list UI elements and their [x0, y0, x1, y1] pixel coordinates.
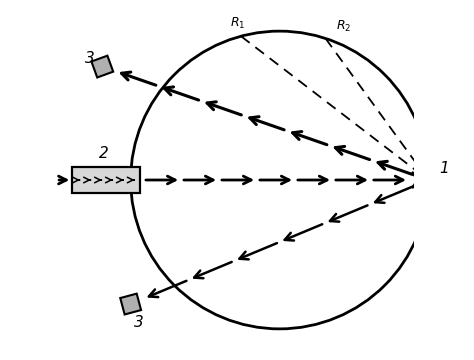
Polygon shape: [91, 56, 113, 77]
Polygon shape: [412, 172, 434, 188]
Text: 1: 1: [439, 161, 449, 176]
Polygon shape: [412, 172, 434, 188]
Text: 3: 3: [84, 51, 94, 66]
Text: 2: 2: [99, 146, 109, 161]
FancyBboxPatch shape: [72, 167, 139, 193]
Polygon shape: [120, 294, 141, 315]
Text: $R_1$: $R_1$: [230, 16, 245, 31]
Text: $R_2$: $R_2$: [336, 19, 351, 33]
Text: 3: 3: [134, 315, 144, 330]
